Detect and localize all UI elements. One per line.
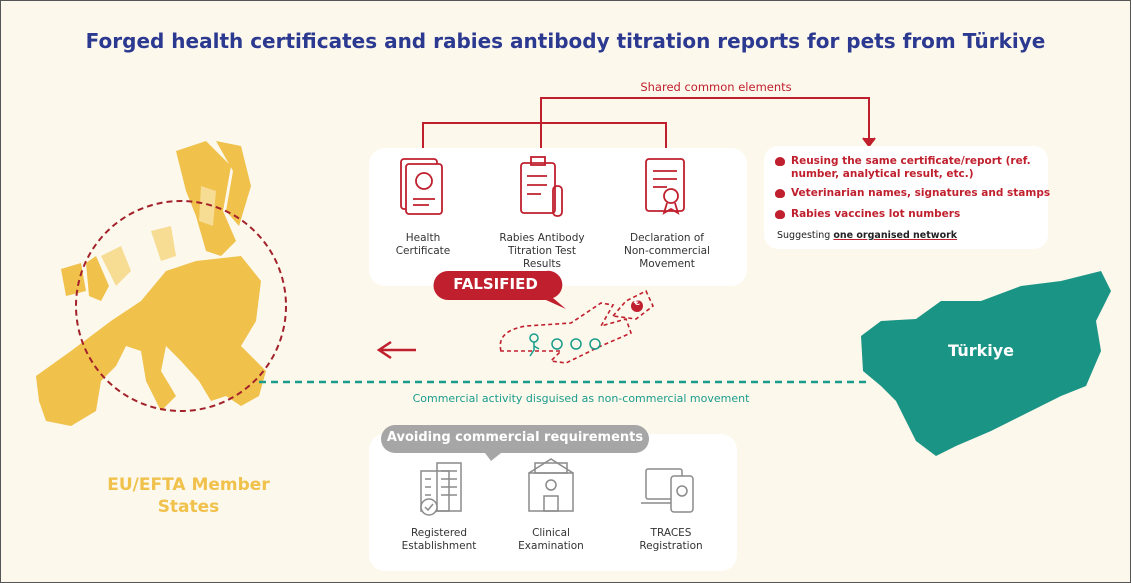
avoid-label: Clinical Examination	[518, 527, 584, 552]
doc-label: Declaration of Non-commercial Movement	[624, 232, 710, 270]
passenger-icons	[529, 333, 601, 357]
price-tag: €	[633, 298, 641, 308]
plane	[499, 289, 654, 364]
avoid-icons	[420, 458, 694, 516]
eu-label: EU/EFTA Member States	[107, 475, 270, 517]
doc-label: Health Certificate	[395, 232, 451, 257]
bracket	[422, 97, 876, 149]
shared-label: Shared common elements	[640, 80, 792, 94]
eu-circle	[75, 200, 287, 412]
common-element: Reusing the same certificate/report (ref…	[773, 155, 1051, 181]
avoiding-title: Avoiding commercial requirements	[386, 430, 644, 445]
turkiye-map	[861, 271, 1111, 456]
arrow	[376, 340, 416, 360]
route-label: Commercial activity disguised as non-com…	[412, 392, 750, 405]
doc-icons	[400, 156, 685, 217]
eu-map	[36, 141, 266, 426]
note: Suggesting one organised network	[777, 230, 957, 241]
doc-label: Rabies Antibody Titration Test Results	[499, 232, 585, 270]
note-emphasis: one organised network	[833, 230, 958, 241]
common-element: Veterinarian names, signatures and stamp…	[773, 187, 1061, 200]
documents-card	[369, 148, 747, 286]
title: Forged health certificates and rabies an…	[85, 29, 1046, 53]
avoid-label: TRACES Registration	[639, 527, 703, 552]
falsified-pill	[433, 270, 566, 309]
note-prefix: Suggesting	[777, 230, 831, 241]
common-element: Rabies vaccines lot numbers	[773, 208, 1051, 221]
elements-card	[764, 146, 1048, 249]
avoid-label: Registered Establishment	[401, 527, 477, 552]
avoiding-pill	[381, 425, 649, 461]
tag-dot	[631, 300, 643, 312]
turkiye-label: Türkiye	[947, 341, 1015, 360]
falsified: FALSIFIED	[453, 275, 538, 293]
